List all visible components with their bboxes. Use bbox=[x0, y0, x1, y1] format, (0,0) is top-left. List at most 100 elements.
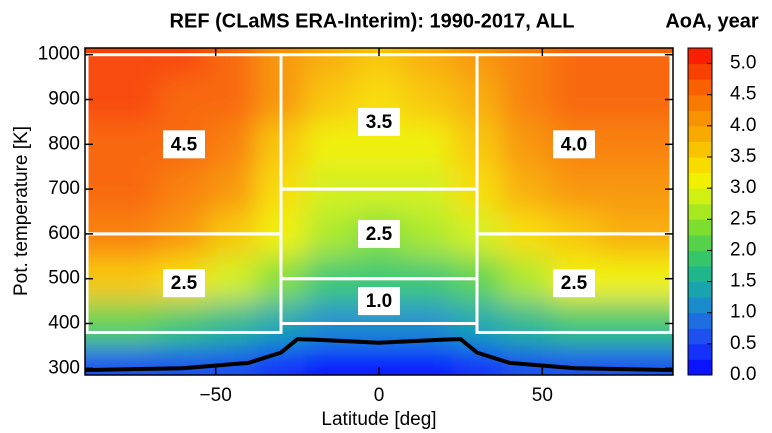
field-cell bbox=[207, 77, 257, 123]
colorbar-swatch bbox=[688, 79, 712, 96]
field-cell bbox=[599, 301, 649, 347]
colorbar-tick-label: 2.0 bbox=[730, 239, 756, 260]
field-cell bbox=[599, 345, 649, 375]
region-label-box bbox=[553, 269, 595, 298]
field-cell bbox=[305, 345, 355, 375]
field-cell bbox=[158, 77, 208, 123]
colorbar-swatch bbox=[688, 281, 712, 298]
field-cell bbox=[109, 166, 159, 212]
field-cell bbox=[207, 256, 257, 302]
region-label-box bbox=[358, 219, 400, 248]
colorbar-swatch bbox=[688, 250, 712, 267]
chart-title: REF (CLaMS ERA-Interim): 1990-2017, ALL bbox=[170, 10, 575, 32]
colorbar-tick-label: 5.0 bbox=[730, 53, 756, 74]
field-cell bbox=[501, 77, 551, 123]
field-cell bbox=[501, 121, 551, 168]
region-label-box bbox=[553, 130, 595, 159]
field-cell bbox=[648, 48, 673, 78]
field-cell bbox=[305, 48, 355, 78]
colorbar-swatch bbox=[688, 94, 712, 111]
field-cell bbox=[207, 166, 257, 212]
tropopause-line bbox=[85, 337, 673, 373]
field-cell bbox=[158, 345, 208, 375]
field-cell bbox=[158, 166, 208, 212]
field-cell bbox=[550, 48, 600, 78]
colorbar-swatch bbox=[688, 234, 712, 251]
colorbar-swatch bbox=[688, 141, 712, 158]
colorbar-swatch bbox=[688, 266, 712, 283]
field-cell bbox=[550, 301, 600, 347]
field-cell bbox=[501, 301, 551, 347]
field-cell bbox=[85, 48, 110, 78]
x-axis-label: Latitude [deg] bbox=[321, 409, 436, 430]
colorbar-swatch bbox=[688, 328, 712, 345]
field-cell bbox=[550, 77, 600, 123]
colorbar-swatch bbox=[688, 63, 712, 80]
field-cell bbox=[207, 301, 257, 347]
region-label: 3.5 bbox=[366, 112, 393, 133]
field-cell bbox=[501, 345, 551, 375]
region-label: 4.0 bbox=[561, 134, 587, 155]
colorbar-tick-label: 0.5 bbox=[730, 333, 756, 354]
region-label: 2.5 bbox=[171, 273, 198, 294]
field-cell bbox=[207, 345, 257, 375]
x-tick-label: 50 bbox=[532, 385, 553, 406]
x-tick-label: 0 bbox=[374, 385, 385, 406]
field-cell bbox=[109, 345, 159, 375]
field-cell bbox=[550, 345, 600, 375]
field-cell bbox=[501, 166, 551, 212]
field-cell bbox=[158, 48, 208, 78]
colorbar-swatch bbox=[688, 297, 712, 314]
field-cell bbox=[403, 48, 453, 78]
field-cell bbox=[109, 77, 159, 123]
field-cell bbox=[109, 256, 159, 302]
y-tick-label: 900 bbox=[48, 89, 80, 110]
colorbar-tick-label: 4.5 bbox=[730, 84, 756, 105]
y-axis-label: Pot. temperature [K] bbox=[11, 126, 32, 296]
y-tick-label: 600 bbox=[48, 223, 80, 244]
field-cell bbox=[109, 121, 159, 168]
region-label: 2.5 bbox=[366, 224, 393, 245]
y-tick-label: 800 bbox=[48, 133, 80, 154]
field-cell bbox=[550, 166, 600, 212]
region-label: 1.0 bbox=[366, 291, 392, 312]
field-cell bbox=[403, 345, 453, 375]
field-cell bbox=[305, 121, 355, 168]
y-tick-label: 300 bbox=[48, 357, 80, 378]
colorbar-swatch bbox=[688, 188, 712, 205]
field-cell bbox=[305, 77, 355, 123]
colorbar-tick-label: 1.0 bbox=[730, 302, 756, 323]
colorbar-frame bbox=[687, 47, 713, 376]
colorbar-tick-label: 4.0 bbox=[730, 115, 756, 136]
colorbar-tick-label: 1.5 bbox=[730, 271, 756, 292]
y-tick-label: 1000 bbox=[38, 44, 80, 65]
field-cell bbox=[109, 48, 159, 78]
region-label-box bbox=[358, 287, 400, 316]
region-label-box bbox=[163, 269, 205, 298]
field-cell bbox=[501, 256, 551, 302]
colorbar-swatch bbox=[688, 157, 712, 174]
colorbar-swatch bbox=[688, 343, 712, 360]
y-tick-label: 700 bbox=[48, 178, 80, 199]
field-cell bbox=[158, 301, 208, 347]
colorbar-swatch bbox=[688, 203, 712, 220]
colorbar-tick-label: 0.0 bbox=[730, 364, 756, 385]
y-tick-label: 400 bbox=[48, 313, 80, 334]
region-label: 2.5 bbox=[561, 273, 588, 294]
field-cell bbox=[207, 121, 257, 168]
colorbar-swatch bbox=[688, 359, 712, 376]
field-cell bbox=[599, 121, 649, 168]
field-cell bbox=[599, 256, 649, 302]
field-cell bbox=[305, 211, 355, 257]
colorbar-swatch bbox=[688, 312, 712, 329]
field-cell bbox=[403, 211, 453, 257]
region-label: 4.5 bbox=[171, 134, 198, 155]
field-cell bbox=[599, 77, 649, 123]
colorbar-swatch bbox=[688, 48, 712, 65]
colorbar-swatch bbox=[688, 172, 712, 189]
field-cell bbox=[403, 121, 453, 168]
field-cell bbox=[599, 48, 649, 78]
colorbar-swatch bbox=[688, 219, 712, 236]
region-label-box bbox=[358, 107, 400, 136]
